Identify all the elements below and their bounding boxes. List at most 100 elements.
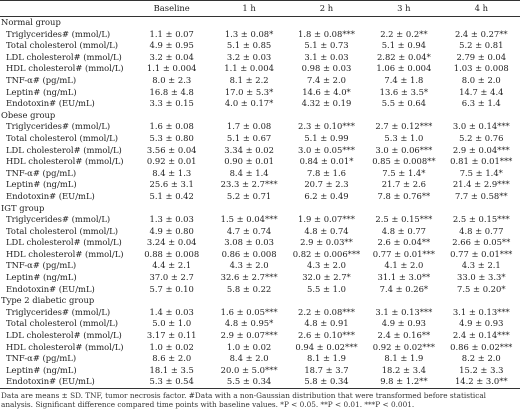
table-cell: 2.5 ± 0.15***: [452, 214, 510, 225]
table-cell: 14.6 ± 4.0*: [302, 86, 351, 97]
table-cell: 3.56 ± 0.04: [146, 144, 197, 155]
table-cell: 5.0 ± 1.0: [152, 318, 192, 329]
table-cell: 1.1 ± 0.07: [149, 28, 194, 39]
table-row: LDL cholesterol# (mmol/L) 3.17 ± 0.11 2.9 …: [0, 330, 520, 342]
row-label: HDL cholesterol# (mmol/L): [6, 156, 124, 167]
row-label: TNF-α# (pg/mL): [6, 74, 77, 85]
table-bottom-rule: [0, 388, 520, 389]
table-cell: 2.4 ± 0.27**: [454, 28, 508, 39]
table-cell: 4.7 ± 0.74: [226, 225, 272, 236]
group-title: Obese group: [1, 109, 56, 120]
header-cell-3h: 3 h: [365, 0, 443, 17]
row-label: Endotoxin# (EU/mL): [6, 190, 95, 201]
table-cell: 4.4 ± 2.1: [152, 260, 192, 271]
row-label: LDL cholesterol# (mmol/L): [6, 51, 122, 62]
table-cell: 3.2 ± 0.03: [226, 51, 272, 62]
table-cell: 5.1 ± 0.94: [381, 40, 427, 51]
header-cell-2h: 2 h: [287, 0, 366, 17]
table-row: TNF-α# (pg/mL) 8.4 ± 1.3 8.4 ± 1.4 7.8 ± 1.…: [0, 168, 520, 180]
group-header-row: Normal group: [0, 17, 520, 29]
table-cell: 0.86 ± 0.02***: [450, 341, 513, 352]
row-label: TNF-α# (pg/mL): [6, 167, 77, 178]
group-header-row: Type 2 diabetic group: [0, 295, 520, 307]
table-row: Total cholesterol (mmol/L) 4.9 ± 0.80 4.7 …: [0, 226, 520, 238]
table-row: Endotoxin# (EU/mL) 3.3 ± 0.15 4.0 ± 0.17* 4…: [0, 98, 520, 110]
table-cell: 4.8 ± 0.95*: [224, 318, 274, 329]
table-cell: 7.7 ± 0.58**: [454, 190, 508, 201]
table-row: Total cholesterol (mmol/L) 5.0 ± 1.0 4.8 ±…: [0, 318, 520, 330]
row-label: Triglycerides# (mmol/L): [6, 214, 111, 225]
table-cell: 18.7 ± 3.7: [304, 364, 349, 375]
table-row: Endotoxin# (EU/mL) 5.7 ± 0.10 5.8 ± 0.22 5.…: [0, 284, 520, 296]
table-row: LDL cholesterol# (mmol/L) 3.56 ± 0.04 3.34…: [0, 145, 520, 157]
table-cell: 4.32 ± 0.19: [301, 98, 352, 109]
header-cell-baseline: Baseline: [133, 0, 211, 17]
table-cell: 1.5 ± 0.04***: [220, 214, 278, 225]
table-cell: 0.92 ± 0.02***: [372, 341, 435, 352]
table-cell: 8.4 ± 2.0: [229, 353, 269, 364]
table-cell: 5.1 ± 0.99: [304, 132, 349, 143]
row-label: Leptin# (ng/mL): [6, 364, 77, 375]
table-cell: 2.3 ± 0.10***: [298, 121, 355, 132]
table-cell: 5.3 ± 1.0: [384, 132, 424, 143]
table-cell: 5.3 ± 0.54: [149, 376, 194, 387]
table-cell: 8.4 ± 1.3: [152, 167, 192, 178]
table-cell: 3.34 ± 0.02: [224, 144, 274, 155]
table-cell: 0.85 ± 0.008**: [372, 156, 436, 167]
table-cell: 4.3 ± 2.0: [306, 260, 346, 271]
table-body: Normal group Triglycerides# (mmol/L) 1.1 ±…: [0, 17, 520, 389]
table-cell: 6.3 ± 1.4: [461, 98, 501, 109]
row-label: Leptin# (ng/mL): [6, 272, 77, 283]
table-cell: 8.1 ± 2.2: [229, 74, 269, 85]
table-cell: 20.7 ± 2.3: [304, 179, 349, 190]
table-cell: 20.0 ± 5.0***: [220, 364, 278, 375]
table-cell: 7.8 ± 0.76**: [377, 190, 431, 201]
group-title: Normal group: [1, 17, 61, 27]
table-cell: 3.2 ± 0.04: [149, 51, 194, 62]
row-label: Leptin# (ng/mL): [6, 179, 77, 190]
table-cell: 2.82 ± 0.04*: [376, 51, 431, 62]
table-cell: 8.2 ± 2.0: [461, 353, 501, 364]
table-cell: 7.5 ± 1.4*: [459, 167, 503, 178]
table-cell: 0.81 ± 0.01***: [450, 156, 513, 167]
table-row: Endotoxin# (EU/mL) 5.1 ± 0.42 5.2 ± 0.71 6.…: [0, 191, 520, 203]
table-cell: 33.0 ± 3.3*: [457, 272, 506, 283]
table-row: Leptin# (ng/mL) 18.1 ± 3.5 20.0 ± 5.0*** 18…: [0, 365, 520, 377]
table-cell: 21.4 ± 2.9***: [452, 179, 510, 190]
table-row: Triglycerides# (mmol/L) 1.4 ± 0.03 1.6 ± 0…: [0, 307, 520, 319]
table-cell: 3.1 ± 0.13***: [375, 306, 433, 317]
table-cell: 3.24 ± 0.04: [146, 237, 197, 248]
table-cell: 8.1 ± 1.9: [384, 353, 424, 364]
table-cell: 8.0 ± 2.0: [461, 74, 501, 85]
table-cell: 4.3 ± 2.1: [461, 260, 501, 271]
table-cell: 2.2 ± 0.2**: [380, 28, 428, 39]
table-cell: 8.0 ± 2.3: [152, 74, 192, 85]
table-cell: 2.4 ± 0.14***: [452, 330, 510, 341]
row-label: HDL cholesterol# (mmol/L): [6, 63, 124, 74]
table-row: HDL cholesterol# (mmol/L) 0.92 ± 0.01 0.90…: [0, 156, 520, 168]
table-row: LDL cholesterol# (mmol/L) 3.2 ± 0.04 3.2 ±…: [0, 52, 520, 64]
table-cell: 15.2 ± 3.3: [459, 364, 504, 375]
table-cell: 0.86 ± 0.008: [221, 248, 277, 259]
table-cell: 7.4 ± 2.0: [306, 74, 346, 85]
table-cell: 37.0 ± 2.7: [149, 272, 194, 283]
table-cell: 1.0 ± 0.02: [226, 341, 272, 352]
table-cell: 2.9 ± 0.03**: [300, 237, 353, 248]
table-cell: 1.6 ± 0.05***: [220, 306, 278, 317]
table-cell: 5.5 ± 0.64: [381, 98, 427, 109]
table-cell: 1.03 ± 0.008: [453, 63, 509, 74]
table-cell: 2.79 ± 0.04: [456, 51, 507, 62]
table-cell: 5.1 ± 0.42: [149, 190, 194, 201]
table-cell: 31.1 ± 3.0**: [377, 272, 431, 283]
table-cell: 1.1 ± 0.004: [224, 63, 274, 74]
table-cell: 4.0 ± 0.17*: [224, 98, 274, 109]
row-label: LDL cholesterol# (mmol/L): [6, 144, 122, 155]
table-row: Triglycerides# (mmol/L) 1.6 ± 0.08 1.7 ± 0…: [0, 121, 520, 133]
table-cell: 1.9 ± 0.07***: [298, 214, 355, 225]
table-row: Triglycerides# (mmol/L) 1.3 ± 0.03 1.5 ± 0…: [0, 214, 520, 226]
table-row: Endotoxin# (EU/mL) 5.3 ± 0.54 5.5 ± 0.34 5.…: [0, 376, 520, 388]
table-cell: 2.2 ± 0.08***: [298, 306, 355, 317]
table-cell: 4.8 ± 0.91: [304, 318, 349, 329]
table-cell: 7.4 ± 0.26*: [379, 283, 429, 294]
table-cell: 5.5 ± 0.34: [226, 376, 272, 387]
